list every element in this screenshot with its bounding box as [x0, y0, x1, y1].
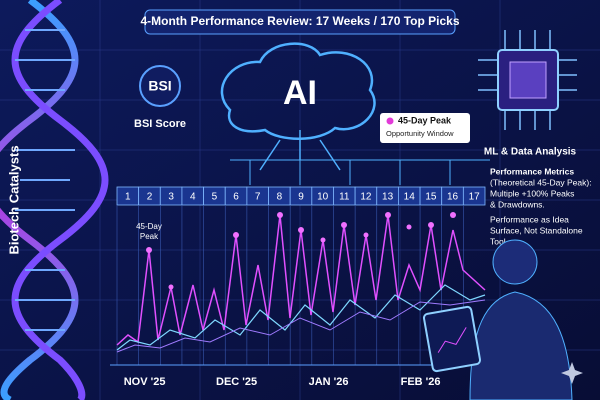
note-line: Multiple +100% Peaks: [490, 188, 574, 198]
week-label: 17: [469, 192, 481, 203]
dna-helix: [0, 0, 109, 400]
week-label: 3: [168, 192, 174, 203]
notes: (Theoretical 45-Day Peak): Multiple +100…: [490, 177, 592, 246]
week-label: 14: [404, 192, 416, 203]
week-row: 1 2 3 4 5 6 7 8 9 10 11 12 13 14 15 16 17: [116, 186, 486, 365]
bsi-text: BSI: [148, 78, 171, 94]
month-label: DEC '25: [216, 376, 257, 388]
title: 4-Month Performance Review: 17 Weeks / 1…: [140, 14, 459, 28]
sparkle-icon: [561, 362, 583, 384]
week-label: 8: [277, 192, 283, 203]
week-cell: [462, 186, 486, 206]
month-row: NOV '25 DEC '25 JAN '26 FEB '26: [124, 376, 441, 388]
legend-box: [380, 113, 470, 143]
note-line: & Drawdowns.: [490, 199, 545, 209]
week-label: 7: [255, 192, 261, 203]
week-label: 16: [447, 192, 459, 203]
month-label: FEB '26: [401, 376, 441, 388]
notes-heading: Performance Metrics: [490, 166, 574, 176]
brain: [220, 42, 376, 171]
week-label: 10: [317, 192, 329, 203]
title-box: [144, 9, 456, 35]
performance-lines: [116, 214, 486, 353]
week-label: 1: [125, 192, 131, 203]
connectors: [230, 159, 490, 185]
week-label: 13: [382, 192, 394, 203]
peak-dots: [146, 212, 456, 290]
month-label: NOV '25: [124, 376, 166, 388]
note-line: Performance as Idea: [490, 214, 569, 224]
week-label: 12: [360, 192, 372, 203]
note-line: Surface, Not Standalone: [490, 225, 583, 235]
annotation: 45-Day: [136, 222, 162, 231]
side-label: Biotech Catalysts: [6, 145, 21, 254]
ai-label: AI: [283, 74, 317, 112]
annotation: Peak: [140, 232, 159, 241]
week-label: 15: [425, 192, 437, 203]
week-label: 6: [233, 192, 239, 203]
legend-title: 45-Day Peak: [398, 115, 452, 125]
bsi-caption: BSI Score: [134, 118, 186, 130]
note-line: (Theoretical 45-Day Peak):: [490, 177, 592, 187]
week-label: 11: [339, 192, 350, 203]
chip: [478, 30, 577, 130]
week-label: 4: [190, 192, 196, 203]
week-label: 2: [147, 192, 153, 203]
legend-dot: [386, 117, 394, 125]
week-label: 9: [298, 192, 304, 203]
legend-caption: Opportunity Window: [386, 129, 454, 138]
analyst: [422, 239, 573, 400]
note-line: Tool.: [490, 236, 508, 246]
week-label: 5: [212, 192, 218, 203]
month-label: JAN '26: [309, 376, 349, 388]
bsi-badge: [139, 65, 181, 107]
chip-caption: ML & Data Analysis: [484, 147, 577, 158]
